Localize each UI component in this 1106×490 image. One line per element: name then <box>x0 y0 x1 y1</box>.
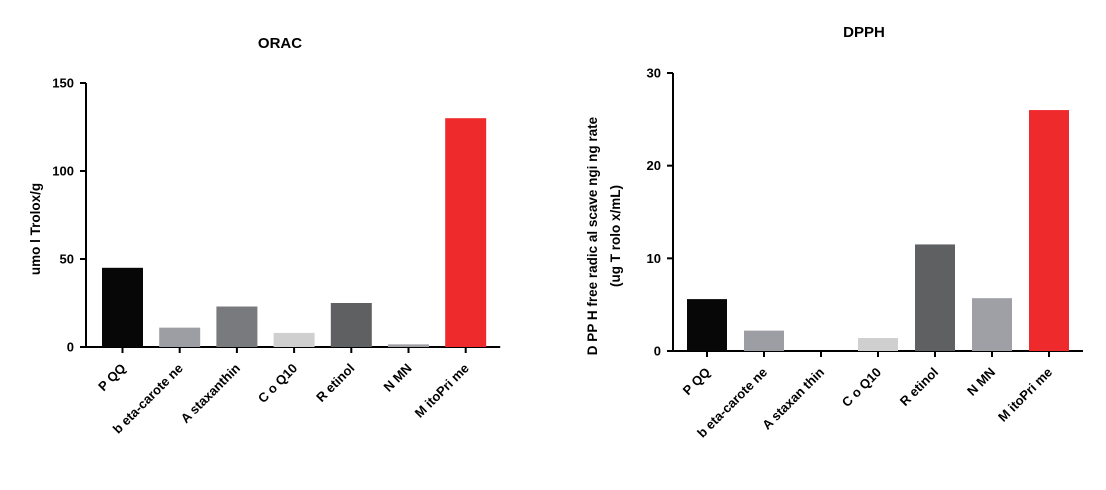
chart-2-bar <box>915 244 955 351</box>
chart-1-bar <box>159 327 201 347</box>
chart-1-y-tick-label: 100 <box>52 164 74 179</box>
chart-2-bar <box>972 298 1012 351</box>
chart-1-category-label: A staxanthin <box>178 360 243 425</box>
chart-2-y-tick-label: 20 <box>647 158 661 173</box>
chart-1-category-label: N MN <box>381 361 415 395</box>
chart-1-bar <box>273 332 315 347</box>
chart-1-category-label: C o Q10 <box>255 361 300 406</box>
chart-2-category-label: P QQ <box>680 365 713 398</box>
chart-1-bar <box>388 344 429 347</box>
chart-1-y-tick-label: 50 <box>60 252 74 267</box>
chart-2-y-tick-label: 0 <box>654 344 661 359</box>
chart-2-category-label: N MN <box>964 365 998 399</box>
chart-2-bar <box>687 299 727 351</box>
chart-1-bar <box>445 118 487 347</box>
chart-2-category-label: M itoPri me <box>995 365 1055 425</box>
chart-2-bar <box>1029 110 1069 351</box>
chart-2-y-tick-label: 10 <box>647 251 661 266</box>
chart-1-bar <box>102 267 143 347</box>
chart-2-category-label: C o Q10 <box>839 365 884 410</box>
chart-2-bar <box>858 338 898 351</box>
chart-2-y-axis-label-2: (ug T rolo x/mL) <box>608 185 623 287</box>
chart-1-category-label: M itoPri me <box>412 361 472 421</box>
chart-1-bar <box>330 303 372 347</box>
chart-1-category-label: R etinol <box>313 361 357 405</box>
chart-1-bar <box>216 306 258 347</box>
chart-2-y-axis-label: D PP H free radic al scave ngi ng rate <box>585 116 600 355</box>
chart-1-y-tick-label: 0 <box>67 340 74 355</box>
chart-1-y-axis-label: umo l Trolox/g <box>28 183 43 275</box>
chart-1-title: ORAC <box>258 35 302 52</box>
chart-2-bar <box>744 330 784 351</box>
chart-2-category-label: R etinol <box>897 365 941 409</box>
chart-2-title: DPPH <box>843 24 885 41</box>
chart-1-category-label: P QQ <box>95 361 128 394</box>
chart-1-y-tick-label: 150 <box>52 76 74 91</box>
chart-2-y-tick-label: 30 <box>647 66 661 81</box>
